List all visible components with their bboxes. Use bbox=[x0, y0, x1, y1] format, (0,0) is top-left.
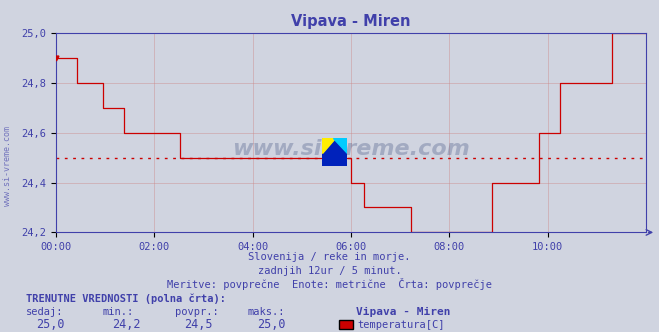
Text: 24,2: 24,2 bbox=[112, 318, 140, 331]
Polygon shape bbox=[333, 138, 347, 153]
Text: www.si-vreme.com: www.si-vreme.com bbox=[232, 139, 470, 159]
Text: min.:: min.: bbox=[102, 307, 133, 317]
Text: 25,0: 25,0 bbox=[257, 318, 285, 331]
Text: temperatura[C]: temperatura[C] bbox=[357, 320, 445, 330]
Text: maks.:: maks.: bbox=[247, 307, 285, 317]
Text: povpr.:: povpr.: bbox=[175, 307, 218, 317]
Text: zadnjih 12ur / 5 minut.: zadnjih 12ur / 5 minut. bbox=[258, 266, 401, 276]
Text: TRENUTNE VREDNOSTI (polna črta):: TRENUTNE VREDNOSTI (polna črta): bbox=[26, 293, 226, 304]
Text: Slovenija / reke in morje.: Slovenija / reke in morje. bbox=[248, 252, 411, 262]
Text: 24,5: 24,5 bbox=[185, 318, 213, 331]
Polygon shape bbox=[322, 138, 335, 153]
Text: www.si-vreme.com: www.si-vreme.com bbox=[3, 126, 13, 206]
Text: sedaj:: sedaj: bbox=[26, 307, 64, 317]
Text: Vipava - Miren: Vipava - Miren bbox=[356, 307, 450, 317]
Title: Vipava - Miren: Vipava - Miren bbox=[291, 14, 411, 29]
Text: 25,0: 25,0 bbox=[36, 318, 65, 331]
Text: Meritve: povprečne  Enote: metrične  Črta: povprečje: Meritve: povprečne Enote: metrične Črta:… bbox=[167, 278, 492, 290]
